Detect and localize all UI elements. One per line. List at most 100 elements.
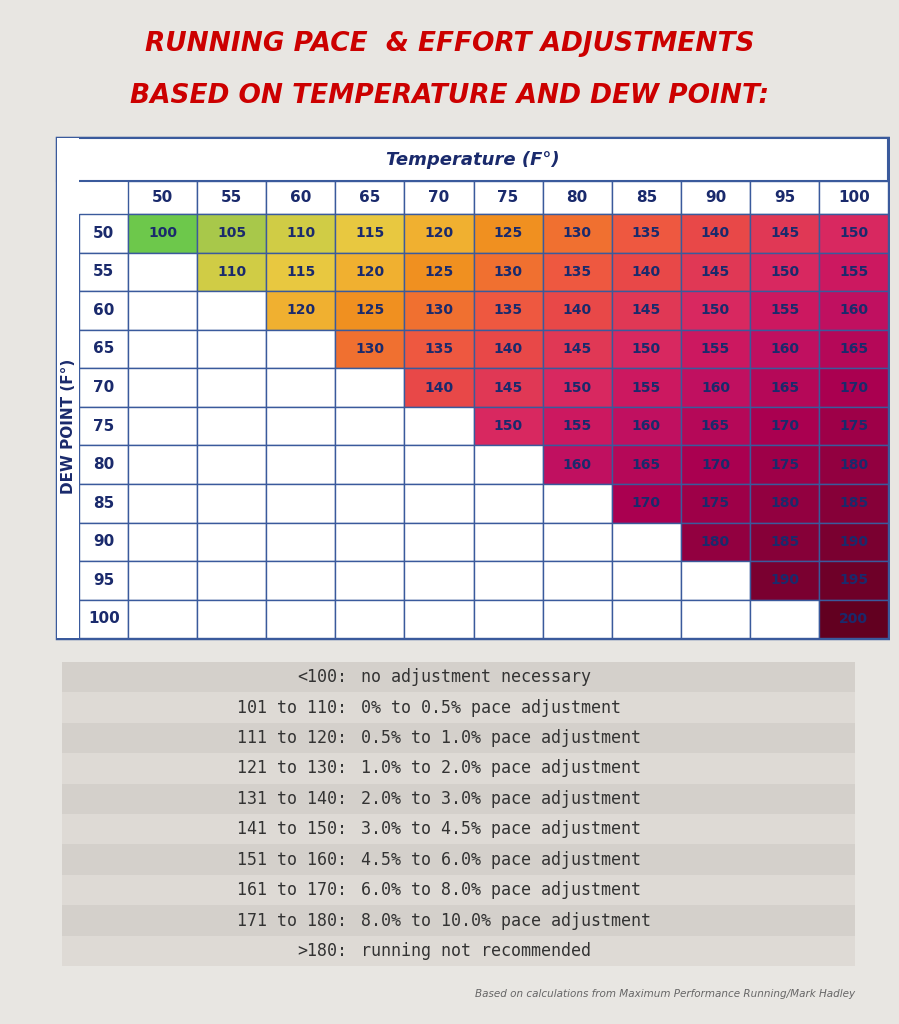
Text: 150: 150	[494, 419, 522, 433]
Text: 135: 135	[494, 303, 522, 317]
Bar	[62, 905, 855, 936]
Text: running not recommended: running not recommended	[360, 942, 591, 959]
Bar	[128, 407, 197, 445]
Bar	[543, 484, 611, 522]
Bar	[335, 561, 405, 600]
Text: 55: 55	[221, 190, 242, 205]
Text: 160: 160	[839, 303, 868, 317]
Bar	[405, 253, 474, 291]
Bar	[266, 181, 335, 214]
Text: <100:: <100:	[298, 669, 347, 686]
Bar	[474, 181, 543, 214]
Text: Based on calculations from Maximum Performance Running/Mark Hadley: Based on calculations from Maximum Perfo…	[475, 989, 855, 999]
Bar	[58, 138, 888, 181]
Bar	[474, 600, 543, 638]
Bar	[79, 522, 128, 561]
Text: 120: 120	[355, 265, 385, 279]
Bar	[197, 181, 266, 214]
Text: 175: 175	[701, 497, 730, 510]
Text: 110: 110	[286, 226, 316, 241]
Bar	[543, 330, 611, 369]
Bar	[79, 369, 128, 407]
Bar	[128, 330, 197, 369]
Text: 3.0% to 4.5% pace adjustment: 3.0% to 4.5% pace adjustment	[360, 820, 640, 839]
Text: 50: 50	[93, 225, 114, 241]
Text: 150: 150	[770, 265, 799, 279]
Bar	[543, 600, 611, 638]
Bar	[266, 484, 335, 522]
Bar	[750, 445, 819, 484]
Bar	[128, 369, 197, 407]
Text: 180: 180	[770, 497, 799, 510]
Bar	[819, 445, 888, 484]
Bar	[543, 253, 611, 291]
Bar	[405, 600, 474, 638]
Bar	[750, 291, 819, 330]
Text: 95: 95	[774, 190, 796, 205]
Text: 135: 135	[424, 342, 453, 356]
Bar	[750, 330, 819, 369]
Bar	[335, 369, 405, 407]
Bar	[681, 484, 750, 522]
Text: 115: 115	[355, 226, 385, 241]
Text: DEW POINT (F°): DEW POINT (F°)	[61, 358, 76, 494]
Text: 110: 110	[217, 265, 246, 279]
Text: 101 to 110:: 101 to 110:	[237, 698, 347, 717]
Bar	[611, 407, 681, 445]
Text: 131 to 140:: 131 to 140:	[237, 790, 347, 808]
Bar	[681, 600, 750, 638]
Text: 6.0% to 8.0% pace adjustment: 6.0% to 8.0% pace adjustment	[360, 881, 640, 899]
Text: 121 to 130:: 121 to 130:	[237, 760, 347, 777]
Bar	[405, 214, 474, 253]
Text: 145: 145	[632, 303, 661, 317]
Bar	[611, 330, 681, 369]
Text: 65: 65	[93, 341, 114, 356]
Text: 161 to 170:: 161 to 170:	[237, 881, 347, 899]
Text: 200: 200	[839, 612, 868, 626]
Bar	[819, 407, 888, 445]
Bar	[197, 253, 266, 291]
Bar	[266, 561, 335, 600]
Text: 75: 75	[93, 419, 114, 433]
Bar	[128, 214, 197, 253]
Bar	[681, 214, 750, 253]
Bar	[543, 291, 611, 330]
Bar	[197, 369, 266, 407]
Text: 165: 165	[770, 381, 799, 394]
Text: 120: 120	[424, 226, 453, 241]
Bar	[266, 445, 335, 484]
Bar	[62, 783, 855, 814]
Bar	[611, 214, 681, 253]
Bar	[405, 445, 474, 484]
Bar	[819, 600, 888, 638]
Bar	[266, 214, 335, 253]
Bar	[543, 181, 611, 214]
Bar	[79, 407, 128, 445]
Bar	[474, 522, 543, 561]
Text: 100: 100	[148, 226, 177, 241]
Text: 130: 130	[563, 226, 592, 241]
Bar	[79, 291, 128, 330]
Text: 135: 135	[632, 226, 661, 241]
Text: 150: 150	[632, 342, 661, 356]
Bar	[819, 181, 888, 214]
Bar	[474, 330, 543, 369]
Text: 190: 190	[839, 535, 868, 549]
Text: 95: 95	[93, 572, 114, 588]
Text: 160: 160	[701, 381, 730, 394]
Text: 195: 195	[839, 573, 868, 588]
Text: 170: 170	[770, 419, 799, 433]
Bar	[266, 522, 335, 561]
Bar	[197, 561, 266, 600]
Bar	[128, 253, 197, 291]
Bar	[611, 291, 681, 330]
Text: 151 to 160:: 151 to 160:	[237, 851, 347, 868]
Bar	[335, 291, 405, 330]
Bar	[750, 181, 819, 214]
Bar	[128, 291, 197, 330]
Bar	[750, 600, 819, 638]
Bar	[266, 407, 335, 445]
Text: 90: 90	[705, 190, 726, 205]
Text: 70: 70	[428, 190, 450, 205]
Bar	[681, 181, 750, 214]
